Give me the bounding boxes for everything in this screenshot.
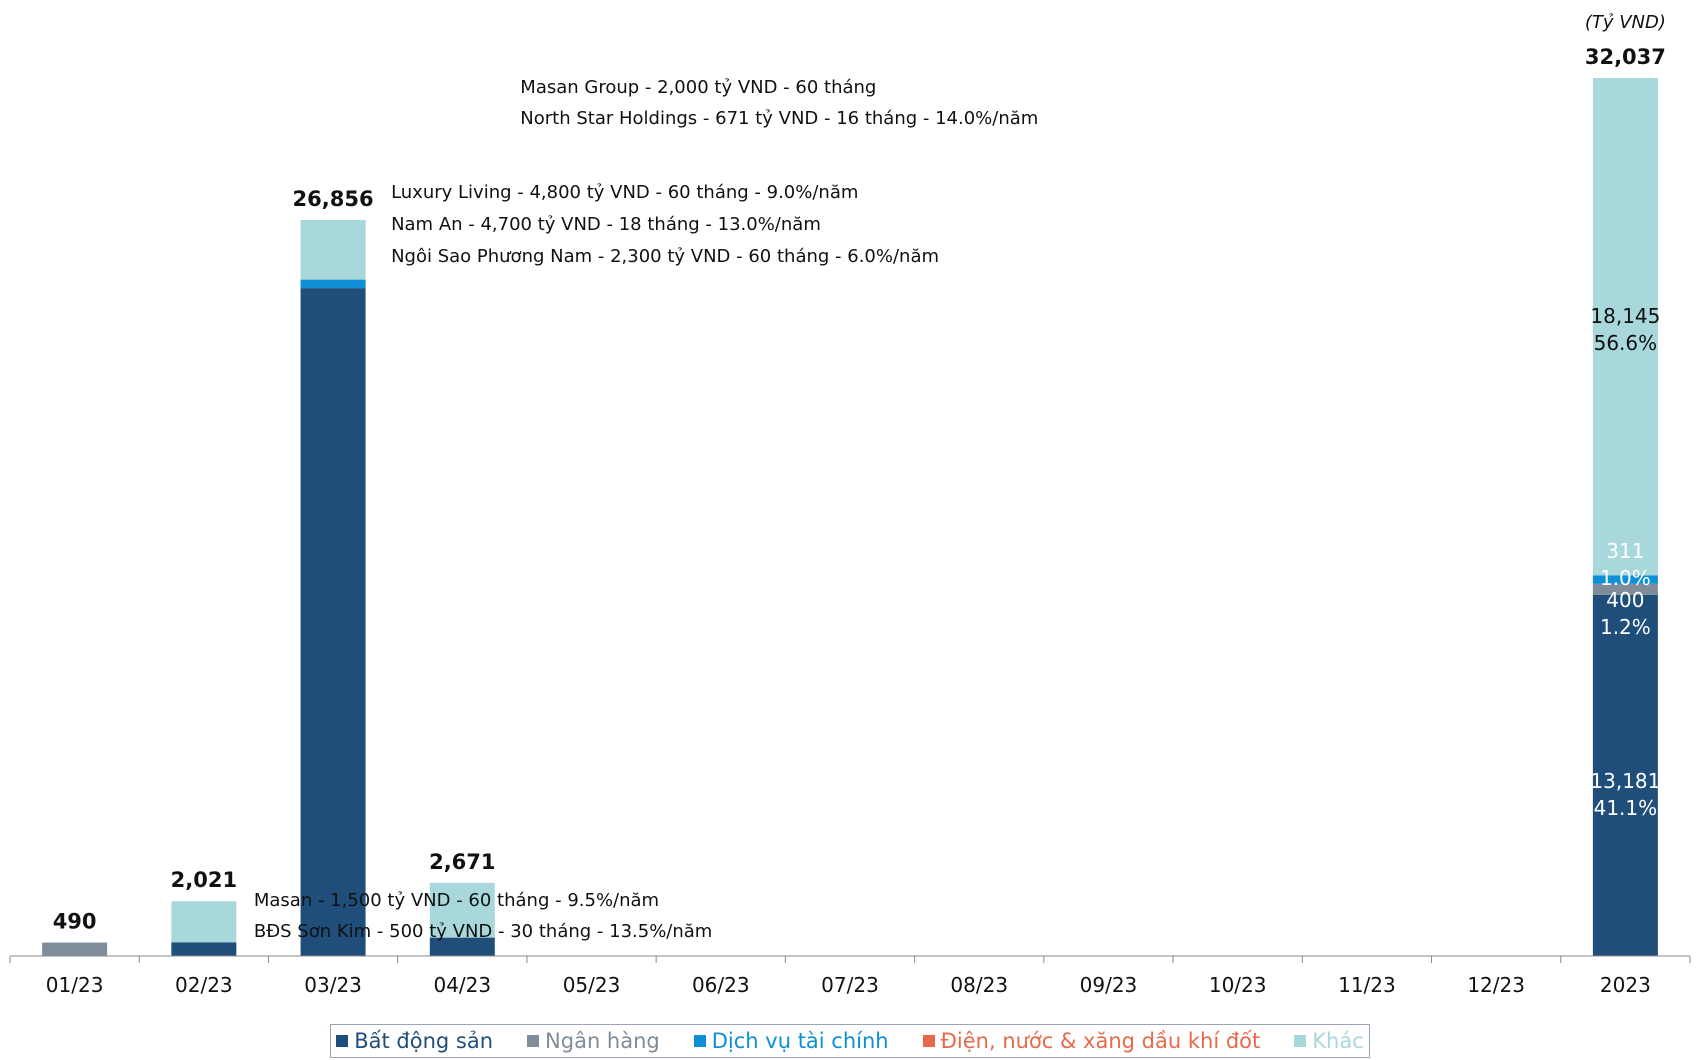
legend: Bất động sản Ngân hàng Dịch vụ tài chính Đi…: [330, 1024, 1370, 1058]
x-tick-label-01-23: 01/23: [46, 973, 104, 997]
annotation-03-23-line-1: Nam An - 4,700 tỷ VND - 18 tháng - 13.0%…: [391, 214, 821, 235]
x-tick-label-09-23: 09/23: [1080, 973, 1138, 997]
x-tick-label-08-23: 08/23: [950, 973, 1008, 997]
x-tick-label-11-23: 11/23: [1338, 973, 1396, 997]
x-tick-label-02-23: 02/23: [175, 973, 233, 997]
x-tick-label-05-23: 05/23: [563, 973, 621, 997]
bar-segment-2023-s4: [1592, 78, 1658, 576]
legend-label: Bất động sản: [354, 1029, 494, 1053]
bar-segment-02-23-s0: [171, 942, 237, 956]
bar-segment-2023-s0: [1592, 594, 1658, 956]
legend-item-1: Ngân hàng: [527, 1029, 660, 1053]
bar-segment-04-23-s0: [429, 937, 495, 956]
legend-item-2: Dịch vụ tài chính: [693, 1029, 889, 1053]
total-label-03-23: 26,856: [293, 187, 374, 211]
legend-label: Khác: [1312, 1029, 1364, 1053]
annotation-02-23-line-0: Masan - 1,500 tỷ VND - 60 tháng - 9.5%/n…: [254, 890, 659, 911]
legend-swatch: [693, 1035, 706, 1047]
total-label-01-23: 490: [53, 910, 97, 934]
legend-label: Dịch vụ tài chính: [711, 1029, 889, 1053]
legend-swatch: [922, 1035, 935, 1047]
segment-share-2023-1: 1.0%: [1600, 566, 1651, 590]
segment-share-2023-2: 1.2%: [1600, 615, 1651, 639]
x-tick-label-04-23: 04/23: [433, 973, 491, 997]
legend-item-4: Khác: [1294, 1029, 1364, 1053]
chart-canvas: 490 2,021 26,856 2,671 32,037 (Tỷ VND) Masan -…: [9, 12, 1691, 997]
bar-segment-03-23-s4: [300, 219, 366, 280]
bar-segment-03-23-s2: [300, 279, 366, 289]
segment-share-2023-0: 56.6%: [1594, 331, 1658, 355]
bars-layer: [42, 78, 1658, 956]
segment-value-2023-3: 13,181: [1590, 769, 1660, 793]
annotation-03-23-line-0: Luxury Living - 4,800 tỷ VND - 60 tháng …: [391, 182, 858, 203]
total-label-02-23: 2,021: [171, 868, 237, 892]
legend-item-3: Điện, nước & xăng dầu khí đốt: [922, 1029, 1261, 1053]
x-tick-label-03-23: 03/23: [304, 973, 362, 997]
segment-value-2023-0: 18,145: [1590, 304, 1660, 328]
labels-layer: 490 2,021 26,856 2,671 32,037 (Tỷ VND) Masan -…: [53, 12, 1666, 942]
annotation-02-23-line-1: BĐS Sơn Kim - 500 tỷ VND - 30 tháng - 13…: [254, 921, 713, 942]
x-axis: 01/23 02/23 03/23 04/23 05/23 06/23 07/23 08/23…: [9, 955, 1691, 997]
x-tick-label-07-23: 07/23: [821, 973, 879, 997]
x-tick-label-06-23: 06/23: [692, 973, 750, 997]
annotation-04-23-line-1: North Star Holdings - 671 tỷ VND - 16 th…: [520, 108, 1038, 129]
legend-label: Điện, nước & xăng dầu khí đốt: [940, 1029, 1261, 1053]
bar-segment-04-23-s4: [429, 882, 495, 938]
segment-share-2023-3: 41.1%: [1594, 796, 1658, 820]
legend-label: Ngân hàng: [545, 1029, 660, 1053]
total-label-2023: 32,037: [1585, 45, 1666, 69]
bar-segment-02-23-s4: [171, 901, 237, 943]
legend-swatch: [527, 1035, 540, 1047]
legend-swatch: [336, 1035, 349, 1047]
bar-segment-01-23-s1: [42, 942, 108, 956]
x-tick-label-10-23: 10/23: [1209, 973, 1267, 997]
bar-segment-2023-s2: [1592, 575, 1658, 584]
bar-segment-03-23-s0: [300, 288, 366, 956]
bar-segment-2023-s1: [1592, 583, 1658, 595]
x-tick-label-12-23: 12/23: [1467, 973, 1525, 997]
unit-note: (Tỷ VND): [1585, 12, 1666, 33]
legend-item-0: Bất động sản: [336, 1029, 493, 1053]
legend-swatch: [1294, 1035, 1307, 1047]
annotation-04-23-line-0: Masan Group - 2,000 tỷ VND - 60 tháng: [520, 77, 876, 98]
annotation-03-23-line-2: Ngôi Sao Phương Nam - 2,300 tỷ VND - 60 …: [391, 246, 939, 267]
segment-value-2023-2: 400: [1606, 588, 1644, 612]
total-label-04-23: 2,671: [429, 850, 495, 874]
x-tick-label-2023: 2023: [1600, 973, 1651, 997]
segment-value-2023-1: 311: [1606, 539, 1644, 563]
